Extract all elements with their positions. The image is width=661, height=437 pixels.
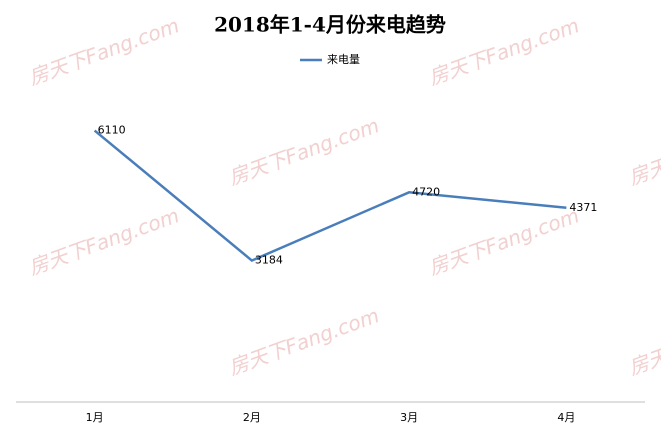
x-tick-label: 1月 — [86, 411, 104, 424]
data-label: 3184 — [255, 254, 283, 267]
x-tick-label: 3月 — [400, 411, 418, 424]
watermark: 房天下Fang.com — [425, 13, 582, 90]
watermark: 房天下Fang.com — [25, 13, 182, 90]
line — [93, 129, 567, 262]
data-label: 6110 — [98, 124, 126, 137]
x-tick-label: 4月 — [557, 411, 575, 424]
watermark: 房天下Fang.com — [225, 113, 382, 190]
data-label: 4371 — [569, 201, 597, 214]
watermark: 房天下Fang.com — [625, 113, 661, 190]
watermark: 房天下Fang.com — [425, 203, 582, 280]
watermark: 房天下Fang.com — [625, 303, 661, 380]
data-label: 4720 — [412, 185, 440, 198]
watermark: 房天下Fang.com — [225, 303, 382, 380]
chart-title: 2018年1-4月份来电趋势 — [214, 13, 446, 37]
legend-label: 来电量 — [327, 53, 360, 66]
x-tick-label: 2月 — [243, 411, 261, 424]
watermark: 房天下Fang.com — [25, 203, 182, 280]
